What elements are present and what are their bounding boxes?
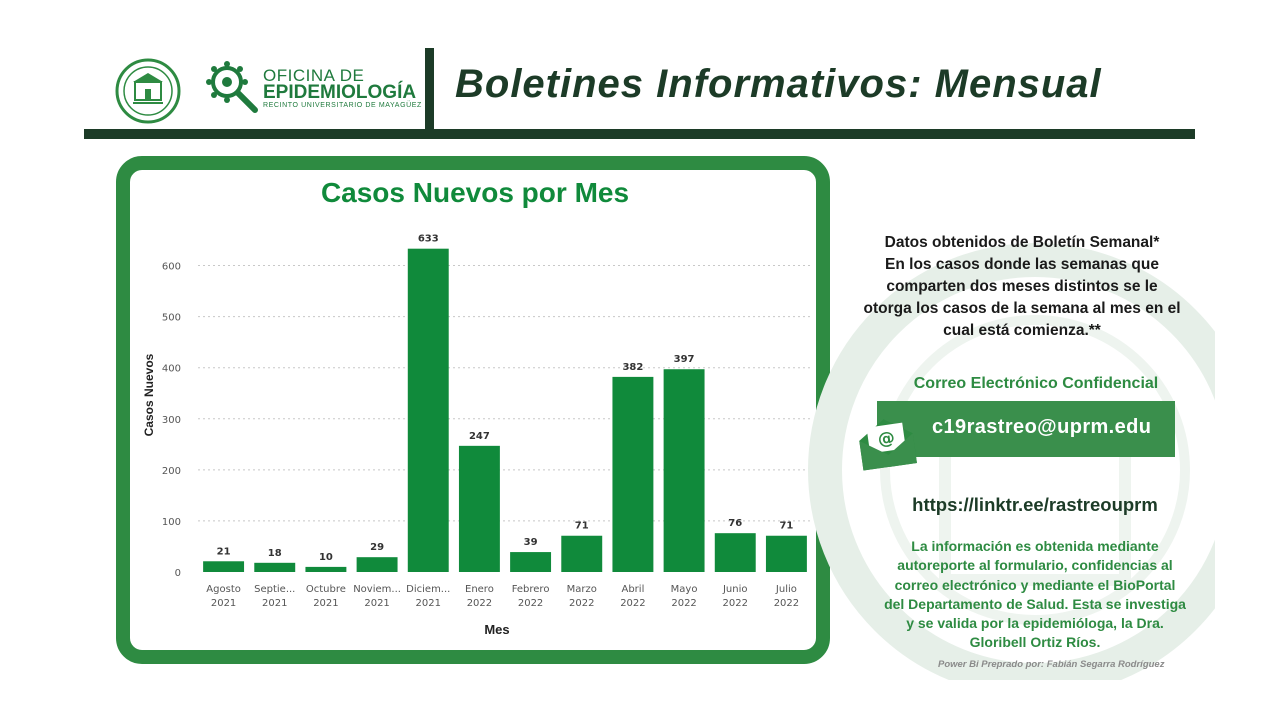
logo-line-3: RECINTO UNIVERSITARIO DE MAYAGÜEZ (263, 102, 422, 109)
chart-card (116, 156, 830, 664)
email-heading: Correo Electrónico Confidencial (913, 375, 1159, 392)
header-vertical-divider (425, 48, 434, 132)
note-line: Datos obtenidos de Boletín Semanal* (884, 234, 1160, 251)
credit-text: Power Bi Preprado por: Fabián Segarra Ro… (938, 659, 1165, 670)
logo-line-2: EPIDEMIOLOGÍA (263, 82, 417, 103)
info-text: La información es obtenida mediante auto… (862, 537, 1208, 653)
info-line: Gloribell Ortiz Ríos. (969, 634, 1101, 651)
info-line: del Departamento de Salud. Esta se inves… (884, 595, 1186, 612)
linktree-link[interactable]: https://linktr.ee/rastreouprm (912, 494, 1158, 515)
info-line: La información es obtenida mediante (911, 538, 1159, 554)
email-box[interactable]: c19rastreo@uprm.edu (877, 401, 1175, 457)
header-horizontal-divider (84, 129, 1195, 139)
note-line: En los casos donde las semanas que (885, 256, 1159, 273)
svg-text:@: @ (876, 428, 896, 450)
data-source-note: Datos obtenidos de Boletín Semanal* En l… (846, 232, 1198, 342)
info-line: autoreporte al formulario, confidencias … (897, 557, 1173, 574)
epidemiology-virus-icon (206, 61, 258, 113)
logo-line-1: OFICINA DE (263, 66, 365, 85)
note-line: comparten dos meses distintos se le (886, 278, 1158, 295)
info-line: correo electrónico y mediante el BioPort… (894, 576, 1176, 593)
note-line: otorga los casos de la semana al mes en … (863, 300, 1181, 317)
university-seal-icon (115, 58, 181, 124)
epidemiology-logo: OFICINA DE EPIDEMIOLOGÍA RECINTO UNIVERS… (205, 58, 421, 118)
envelope-at-icon: @ (859, 419, 917, 471)
email-link[interactable]: c19rastreo@uprm.edu (932, 416, 1152, 438)
note-line: cual está comienza.** (943, 322, 1101, 339)
page-title: Boletines Informativos: Mensual (455, 62, 1102, 106)
info-line: y se valida por la epidemióloga, la Dra. (906, 615, 1164, 632)
